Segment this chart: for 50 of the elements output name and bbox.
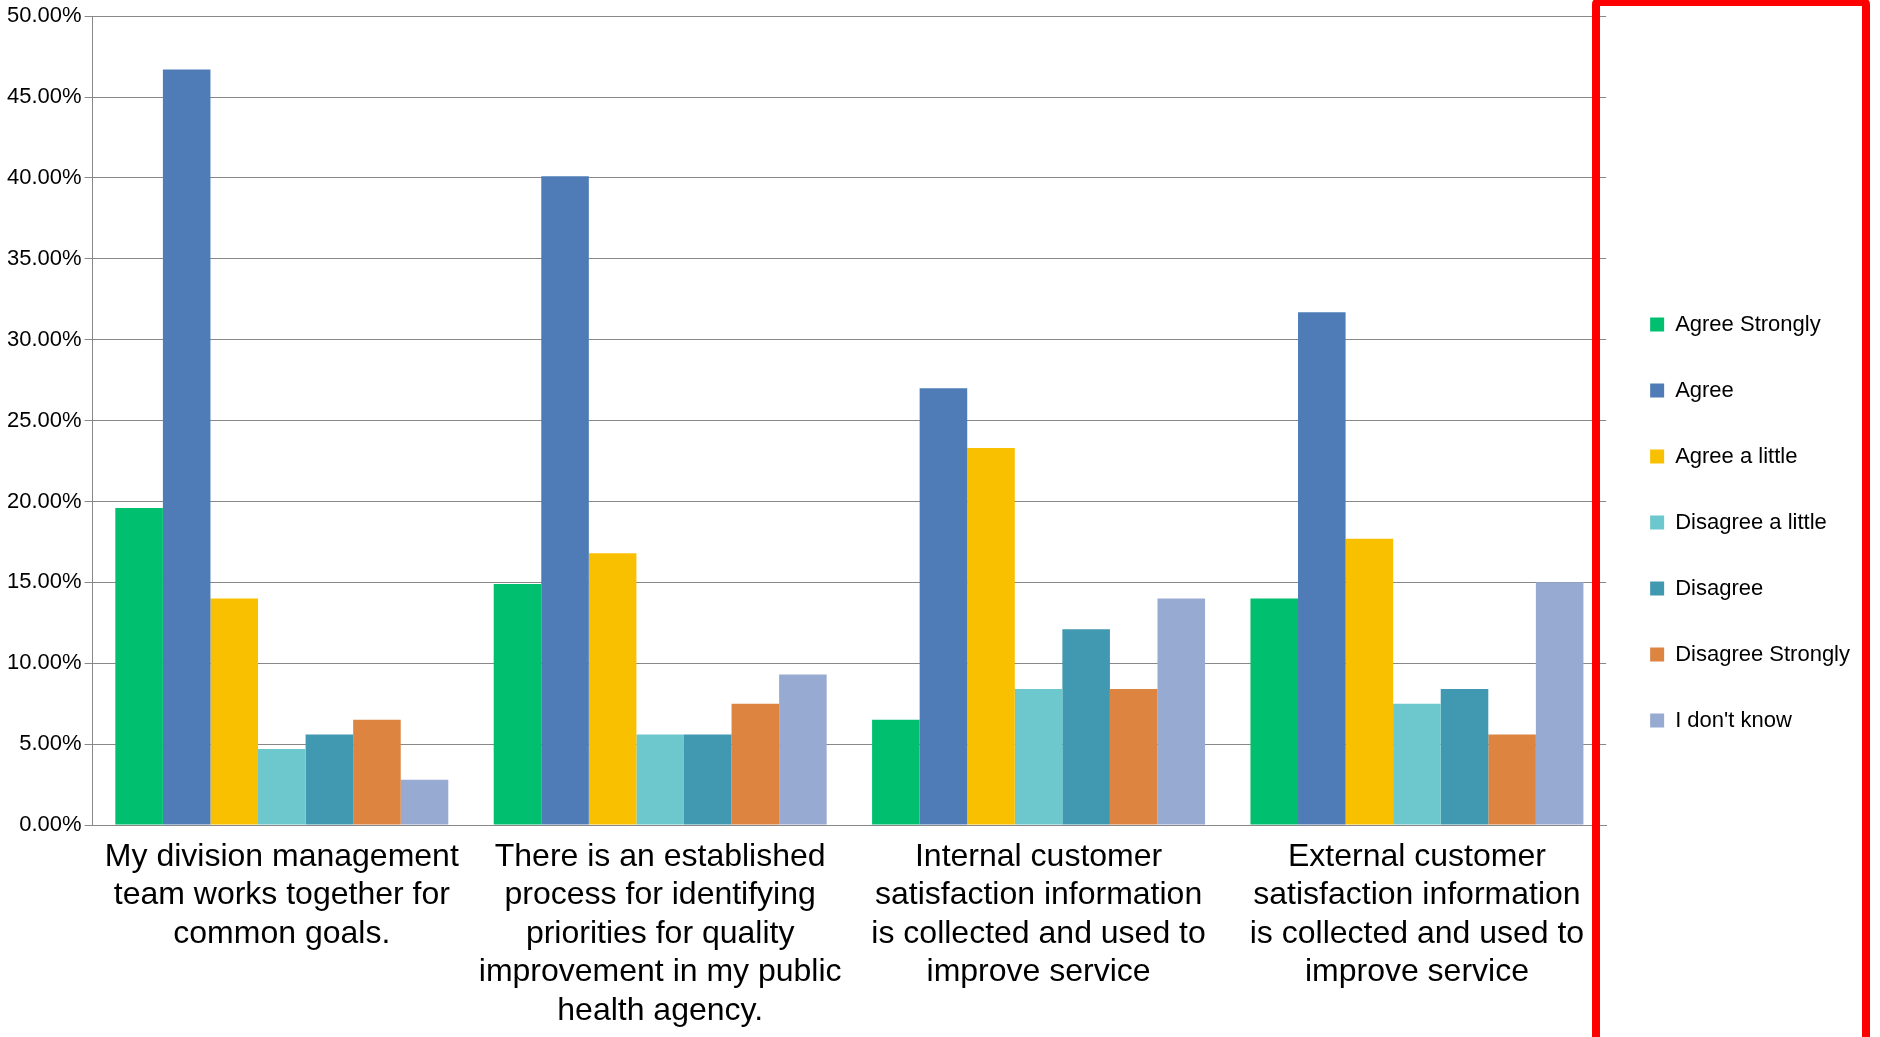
legend-label: I don't know: [1675, 706, 1792, 732]
bar: [1535, 582, 1584, 825]
bar: [258, 748, 306, 825]
x-tick-label: Internal customer satisfaction information is collected and used to improve service: [871, 837, 1206, 989]
bar: [1440, 689, 1489, 825]
bar: [115, 507, 163, 825]
bar: [1062, 629, 1110, 825]
bar: [305, 734, 354, 825]
legend-label: Agree: [1675, 376, 1734, 402]
x-tick-label: My division management team works together for common goals.: [104, 837, 459, 950]
y-tick-label: 10.00%: [6, 649, 82, 675]
bar: [1393, 703, 1441, 825]
y-tick-label: 40.00%: [6, 164, 82, 190]
bar: [919, 388, 968, 825]
y-tick-label: 15.00%: [6, 568, 82, 594]
bar: [353, 719, 401, 825]
y-tick-label: 0.00%: [19, 811, 82, 837]
y-tick-label: 20.00%: [6, 487, 82, 513]
legend-label: Agree a little: [1675, 442, 1798, 468]
bar: [872, 719, 920, 825]
bar: [1109, 689, 1158, 825]
legend-label: Disagree a little: [1675, 508, 1827, 534]
bar: [683, 734, 732, 825]
bar: [493, 583, 542, 825]
bar: [400, 779, 449, 825]
y-tick-label: 30.00%: [6, 325, 82, 351]
bar: [210, 598, 259, 825]
bar: [1345, 538, 1394, 825]
bar: [1488, 734, 1536, 825]
y-tick-label: 35.00%: [6, 244, 82, 270]
y-tick-label: 25.00%: [6, 406, 82, 432]
bar: [779, 674, 827, 825]
x-tick-label: External customer satisfaction information is collected and used to improve service: [1249, 837, 1585, 989]
bar: [162, 69, 211, 825]
bar: [1014, 689, 1063, 825]
bar: [541, 176, 589, 825]
y-tick-label: 5.00%: [19, 730, 82, 756]
y-tick-label: 50.00%: [6, 2, 82, 28]
bar: [1298, 312, 1346, 825]
bar: [967, 448, 1015, 825]
legend-label: Agree Strongly: [1675, 310, 1821, 336]
bar: [731, 703, 780, 825]
y-tick-label: 45.00%: [6, 83, 82, 109]
bar: [636, 734, 684, 825]
legend-label: Disagree: [1675, 574, 1764, 600]
bar: [1250, 598, 1299, 825]
bar: [1157, 598, 1206, 825]
x-tick-label: There is an established process for identifying priorities for quality improvement in my public health agency.: [478, 837, 842, 1027]
legend-label: Disagree Strongly: [1675, 640, 1851, 666]
bar: [588, 553, 637, 825]
